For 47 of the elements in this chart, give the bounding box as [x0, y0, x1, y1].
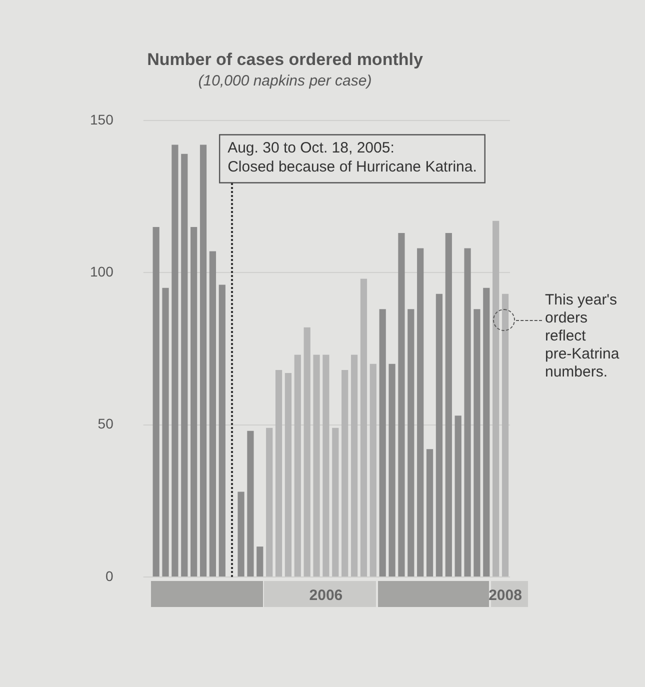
bar — [181, 154, 188, 576]
x-tick-label: 2008 — [488, 587, 522, 604]
bar — [200, 144, 207, 576]
bar — [492, 220, 500, 576]
annotation: Aug. 30 to Oct. 18, 2005: Closed because of Hurricane Katrina. — [228, 139, 477, 176]
bar — [483, 288, 490, 576]
bar — [284, 373, 292, 576]
bar — [238, 492, 244, 576]
chart-title: Number of cases ordered monthly — [147, 50, 424, 69]
bar — [454, 416, 462, 576]
bar — [342, 370, 348, 576]
bar — [388, 364, 396, 576]
bar — [152, 226, 160, 576]
bar — [474, 309, 480, 576]
bar — [209, 251, 216, 576]
bar — [172, 144, 178, 576]
x-tick-label: 2006 — [309, 587, 343, 604]
bar — [502, 294, 509, 576]
y-tick-label: 100 — [90, 263, 114, 280]
bar — [162, 288, 169, 576]
bar — [370, 364, 376, 576]
bar — [266, 428, 273, 576]
y-tick-label: 0 — [106, 568, 114, 584]
bar — [398, 233, 405, 576]
bar — [332, 428, 339, 576]
bar — [294, 354, 301, 576]
bar — [408, 309, 414, 576]
text: This year's orders reflect pre-Katrina numbers. — [545, 292, 620, 381]
bar — [322, 354, 330, 576]
bar — [417, 248, 424, 576]
bar — [218, 284, 226, 576]
bar — [379, 309, 386, 576]
bar — [275, 370, 282, 576]
chart-subtitle: (10,000 napkins per case) — [198, 72, 372, 90]
bar — [464, 248, 471, 576]
bar — [436, 294, 443, 576]
bar — [304, 327, 310, 576]
bar — [426, 449, 434, 576]
bar — [256, 546, 264, 576]
bar — [247, 430, 254, 576]
bar — [313, 354, 320, 576]
bar — [350, 354, 358, 576]
y-tick-label: 50 — [98, 416, 114, 432]
bar — [190, 226, 198, 576]
bar — [445, 233, 452, 576]
y-tick-label: 150 — [90, 111, 114, 128]
bar — [360, 278, 368, 576]
